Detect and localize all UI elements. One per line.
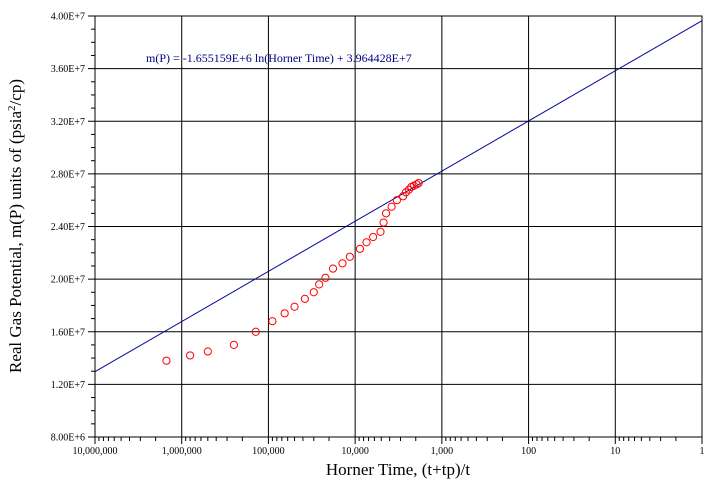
- data-point: [290, 302, 299, 311]
- y-tick-label: 2.00E+7: [51, 275, 85, 286]
- x-tick-label: 10: [610, 446, 620, 457]
- x-axis-title: Horner Time, (t+tp)/t: [326, 460, 470, 479]
- data-point: [338, 259, 347, 268]
- y-axis-title: Real Gas Potential, m(P) units of (psia2…: [6, 79, 25, 373]
- x-tick-label: 10,000,000: [73, 446, 118, 457]
- data-point: [251, 327, 260, 336]
- data-point: [381, 209, 391, 218]
- data-points: [162, 178, 423, 365]
- data-point: [379, 218, 388, 227]
- data-point: [321, 273, 330, 282]
- tick-labels: 10,000,000 1,000,000 100,000 10,000 1,000 100…: [51, 12, 705, 458]
- data-point: [280, 309, 289, 318]
- y-tick-label: 2.80E+7: [51, 169, 85, 180]
- x-tick-label: 1,000: [431, 446, 454, 457]
- fit-line-layer: [95, 20, 702, 373]
- data-point: [387, 202, 396, 211]
- y-tick-label: 3.20E+7: [51, 117, 85, 128]
- data-point: [376, 227, 385, 236]
- data-point: [345, 252, 354, 261]
- data-point: [186, 351, 195, 360]
- y-tick-label: 1.20E+7: [51, 380, 85, 391]
- x-tick-label: 100: [521, 446, 536, 457]
- data-point: [392, 196, 401, 205]
- axis-ticks: [88, 15, 703, 444]
- x-tick-label: 1,000,000: [162, 446, 202, 457]
- data-point: [300, 294, 309, 303]
- data-point: [414, 178, 423, 188]
- data-point: [412, 180, 421, 189]
- y-tick-label: 4.00E+7: [51, 12, 85, 23]
- y-tick-label: 1.60E+7: [51, 327, 85, 338]
- x-tick-label: 100,000: [252, 446, 285, 457]
- y-axis-title-superscript: 2: [6, 105, 18, 111]
- y-axis-title-main: Real Gas Potential, m(P) units of (psia: [6, 110, 25, 373]
- data-point: [369, 232, 378, 242]
- data-point: [229, 340, 239, 350]
- data-point: [268, 317, 277, 326]
- data-point: [315, 280, 324, 289]
- grid: [95, 16, 702, 437]
- data-point: [328, 264, 338, 273]
- x-tick-label: 1: [700, 446, 705, 457]
- fit-line: [95, 20, 702, 373]
- data-point: [203, 347, 212, 356]
- data-point: [362, 238, 371, 247]
- y-tick-label: 3.60E+7: [51, 64, 85, 75]
- y-tick-label: 8.00E+6: [51, 433, 85, 444]
- x-tick-label: 10,000: [341, 446, 369, 457]
- data-point: [404, 185, 413, 194]
- y-tick-label: 2.40E+7: [51, 222, 85, 233]
- data-point: [309, 288, 318, 297]
- data-point: [162, 356, 171, 365]
- y-axis-title-end: /cp): [6, 79, 25, 105]
- data-point: [355, 244, 365, 253]
- fit-equation-annotation: m(P) = -1.655159E+6 ln(Horner Time) + 3.…: [146, 51, 412, 65]
